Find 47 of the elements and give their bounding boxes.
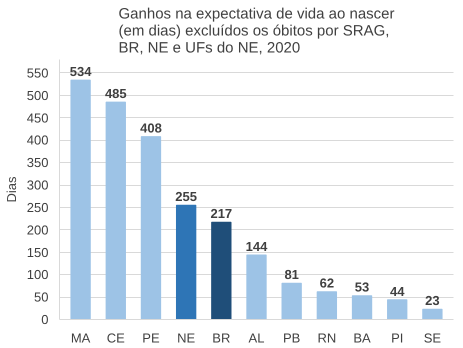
- y-tick-label: 100: [26, 267, 49, 282]
- x-tick-label: SE: [424, 330, 442, 346]
- bar: [176, 204, 196, 320]
- bar: [70, 80, 91, 320]
- data-label: 53: [354, 280, 370, 295]
- bar: [422, 308, 443, 320]
- x-tick-label: PI: [391, 330, 404, 346]
- data-label: 485: [104, 86, 127, 102]
- data-label: 255: [175, 189, 197, 204]
- chart-title: Ganhos na expectativa de vida ao nascer (em dias) excluídos os óbitos por SRAG, BR, NE e UFs do NE, 2020: [118, 6, 395, 56]
- bar: [316, 291, 338, 320]
- x-tick-label: CE: [106, 330, 126, 346]
- y-tick-label: 200: [26, 222, 49, 238]
- data-label: 217: [210, 206, 232, 222]
- x-tick-label: NE: [177, 330, 196, 346]
- bar: [211, 222, 232, 320]
- data-label: 408: [140, 120, 162, 136]
- bar: [140, 136, 162, 320]
- x-tick-label: PE: [142, 330, 160, 346]
- x-tick-label: AL: [248, 330, 264, 346]
- y-tick-label: 300: [26, 178, 49, 193]
- y-tick-label: 150: [26, 244, 49, 260]
- bar: [352, 295, 372, 320]
- y-tick-label: 500: [26, 88, 49, 103]
- data-label: 534: [70, 64, 92, 80]
- bar: [106, 102, 126, 320]
- bar: [246, 254, 267, 320]
- data-label: 62: [320, 276, 334, 291]
- y-tick-label: 250: [26, 200, 49, 215]
- y-tick-label: 400: [26, 132, 49, 148]
- x-tick-label: PB: [283, 330, 300, 346]
- y-tick-label: 550: [26, 65, 49, 80]
- data-label: 144: [246, 238, 268, 254]
- y-tick-label: 450: [26, 110, 49, 126]
- x-tick-label: MA: [70, 330, 91, 346]
- data-label: 44: [390, 284, 406, 299]
- x-tick-label: RN: [317, 330, 336, 346]
- y-tick-label: 0: [41, 312, 49, 327]
- x-tick-label: BA: [353, 330, 372, 346]
- y-tick-label: 50: [34, 290, 49, 305]
- data-label: 81: [284, 267, 299, 282]
- bar: [387, 299, 408, 320]
- y-axis-title: Dias: [4, 176, 19, 203]
- y-tick-label: 350: [26, 155, 49, 170]
- bar: [282, 282, 302, 320]
- x-tick-label: BR: [212, 330, 230, 346]
- data-label: 23: [425, 293, 440, 308]
